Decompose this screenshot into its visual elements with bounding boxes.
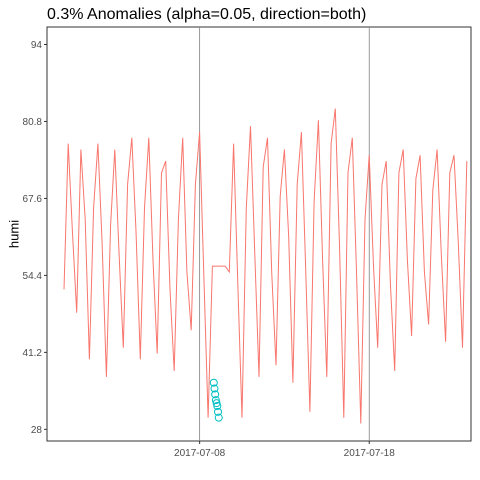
y-axis-title: humi	[7, 220, 22, 248]
x-tick-label: 2017-07-08	[174, 448, 226, 459]
anomaly-point	[214, 407, 223, 416]
anomaly-point	[210, 384, 219, 393]
chart-title: 0.3% Anomalies (alpha=0.05, direction=bo…	[47, 6, 366, 23]
vertical-reference-lines	[199, 27, 370, 441]
humidity-series	[63, 108, 468, 424]
x-axis: 2017-07-08 2017-07-18	[174, 441, 395, 459]
anomaly-point	[211, 390, 220, 399]
y-tick-label: 28	[31, 425, 43, 436]
y-tick-label: 67.6	[23, 194, 43, 205]
y-tick-label: 80.8	[23, 117, 43, 128]
y-axis: 28 41.2 54.4 67.6 80.8 94	[23, 40, 47, 436]
y-tick-label: 54.4	[23, 271, 43, 282]
anomaly-point	[212, 399, 221, 408]
series-line	[63, 108, 468, 424]
anomaly-points	[209, 378, 223, 422]
anomaly-point	[214, 413, 223, 422]
anomaly-point	[209, 378, 218, 387]
anomaly-point	[211, 396, 220, 405]
y-tick-label: 94	[31, 40, 43, 51]
y-tick-label: 41.2	[23, 348, 43, 359]
anomaly-point	[213, 402, 222, 411]
x-tick-label: 2017-07-18	[344, 448, 396, 459]
